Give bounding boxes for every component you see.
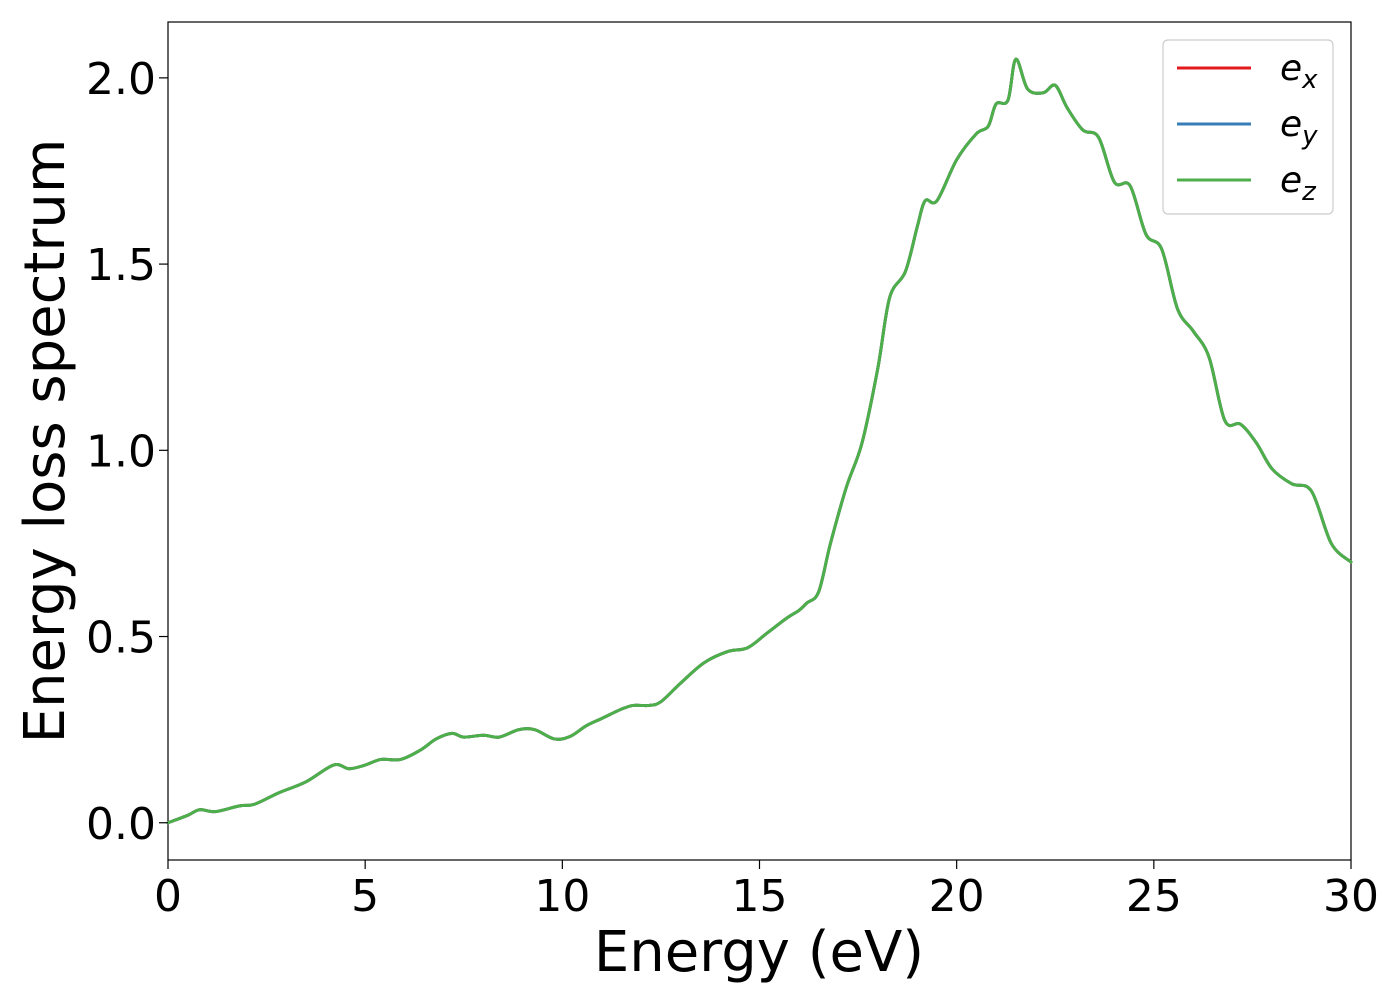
y-tick-label: 0.5 xyxy=(86,613,156,664)
x-tick-label: 25 xyxy=(1126,871,1182,922)
y-tick-label: 1.5 xyxy=(86,240,156,291)
legend: ex ey ez xyxy=(1162,39,1334,215)
x-tick-label: 10 xyxy=(534,871,590,922)
y-axis-title: Energy loss spectrum xyxy=(13,139,78,744)
x-tick-label: 15 xyxy=(732,871,788,922)
legend-label-e-x: ex xyxy=(1280,48,1318,95)
series-line-e-z xyxy=(166,57,1353,825)
y-tick-label: 2.0 xyxy=(86,54,156,105)
y-tick-label: 0.0 xyxy=(86,799,156,850)
x-tick-label: 0 xyxy=(154,871,182,922)
x-tick-label: 5 xyxy=(351,871,379,922)
legend-label-e-z: ez xyxy=(1280,160,1317,207)
x-tick-label: 20 xyxy=(929,871,985,922)
legend-label-e-y: ey xyxy=(1280,104,1318,151)
legend-items: ex ey ez xyxy=(1177,48,1318,207)
y-tick-label: 1.0 xyxy=(86,426,156,477)
series-layer xyxy=(166,57,1353,825)
x-tick-label: 30 xyxy=(1323,871,1379,922)
x-axis-title: Energy (eV) xyxy=(594,920,924,985)
x-axis-ticks: 0 5 10 15 20 25 30 xyxy=(154,860,1379,922)
legend-box xyxy=(1162,39,1334,215)
y-axis-ticks: 0.0 0.5 1.0 1.5 2.0 xyxy=(86,54,168,850)
